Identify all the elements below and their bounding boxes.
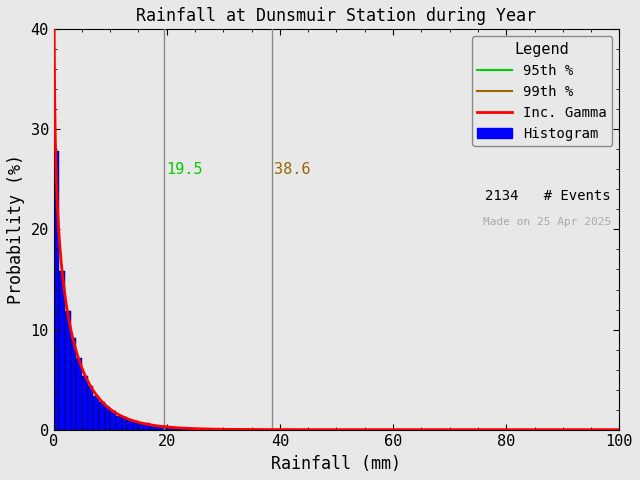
Bar [110,411,116,430]
Bar [70,338,76,430]
Bar [60,271,65,430]
Y-axis label: Probability (%): Probability (%) [7,155,25,304]
Bar [104,408,110,430]
Text: 38.6: 38.6 [275,162,311,178]
Bar [133,421,138,430]
Bar [82,376,88,430]
Line: Inc. Gamma: Inc. Gamma [54,0,620,430]
Inc. Gamma [599,427,607,432]
Bar [122,417,127,430]
Bar [150,425,156,430]
Bar [99,402,104,430]
Bar [144,423,150,430]
Bar [88,385,93,430]
Bar [76,358,82,430]
Bar [54,151,60,430]
Inc. Gamma [599,427,607,432]
Bar [116,416,122,430]
Bar [189,429,195,430]
Bar [201,429,206,430]
Inc. Gamma [310,427,317,432]
Bar [206,429,212,430]
Bar [184,428,189,430]
Bar [178,428,184,430]
Bar [161,426,167,430]
Inc. Gamma [325,427,333,432]
Bar [167,427,172,430]
Bar [93,396,99,430]
Text: 19.5: 19.5 [166,162,203,178]
Bar [127,420,133,430]
Bar [195,429,201,430]
Inc. Gamma [616,427,623,432]
Bar [172,428,178,430]
Bar [156,426,161,430]
Inc. Gamma [495,427,503,432]
Bar [212,429,218,430]
Text: 2134   # Events: 2134 # Events [485,190,611,204]
Legend: 95th %, 99th %, Inc. Gamma, Histogram: 95th %, 99th %, Inc. Gamma, Histogram [472,36,612,146]
Title: Rainfall at Dunsmuir Station during Year: Rainfall at Dunsmuir Station during Year [136,7,536,25]
Bar [138,423,144,430]
Inc. Gamma [79,367,86,372]
Text: Made on 25 Apr 2025: Made on 25 Apr 2025 [483,217,611,228]
X-axis label: Rainfall (mm): Rainfall (mm) [271,455,401,473]
Bar [65,311,70,430]
